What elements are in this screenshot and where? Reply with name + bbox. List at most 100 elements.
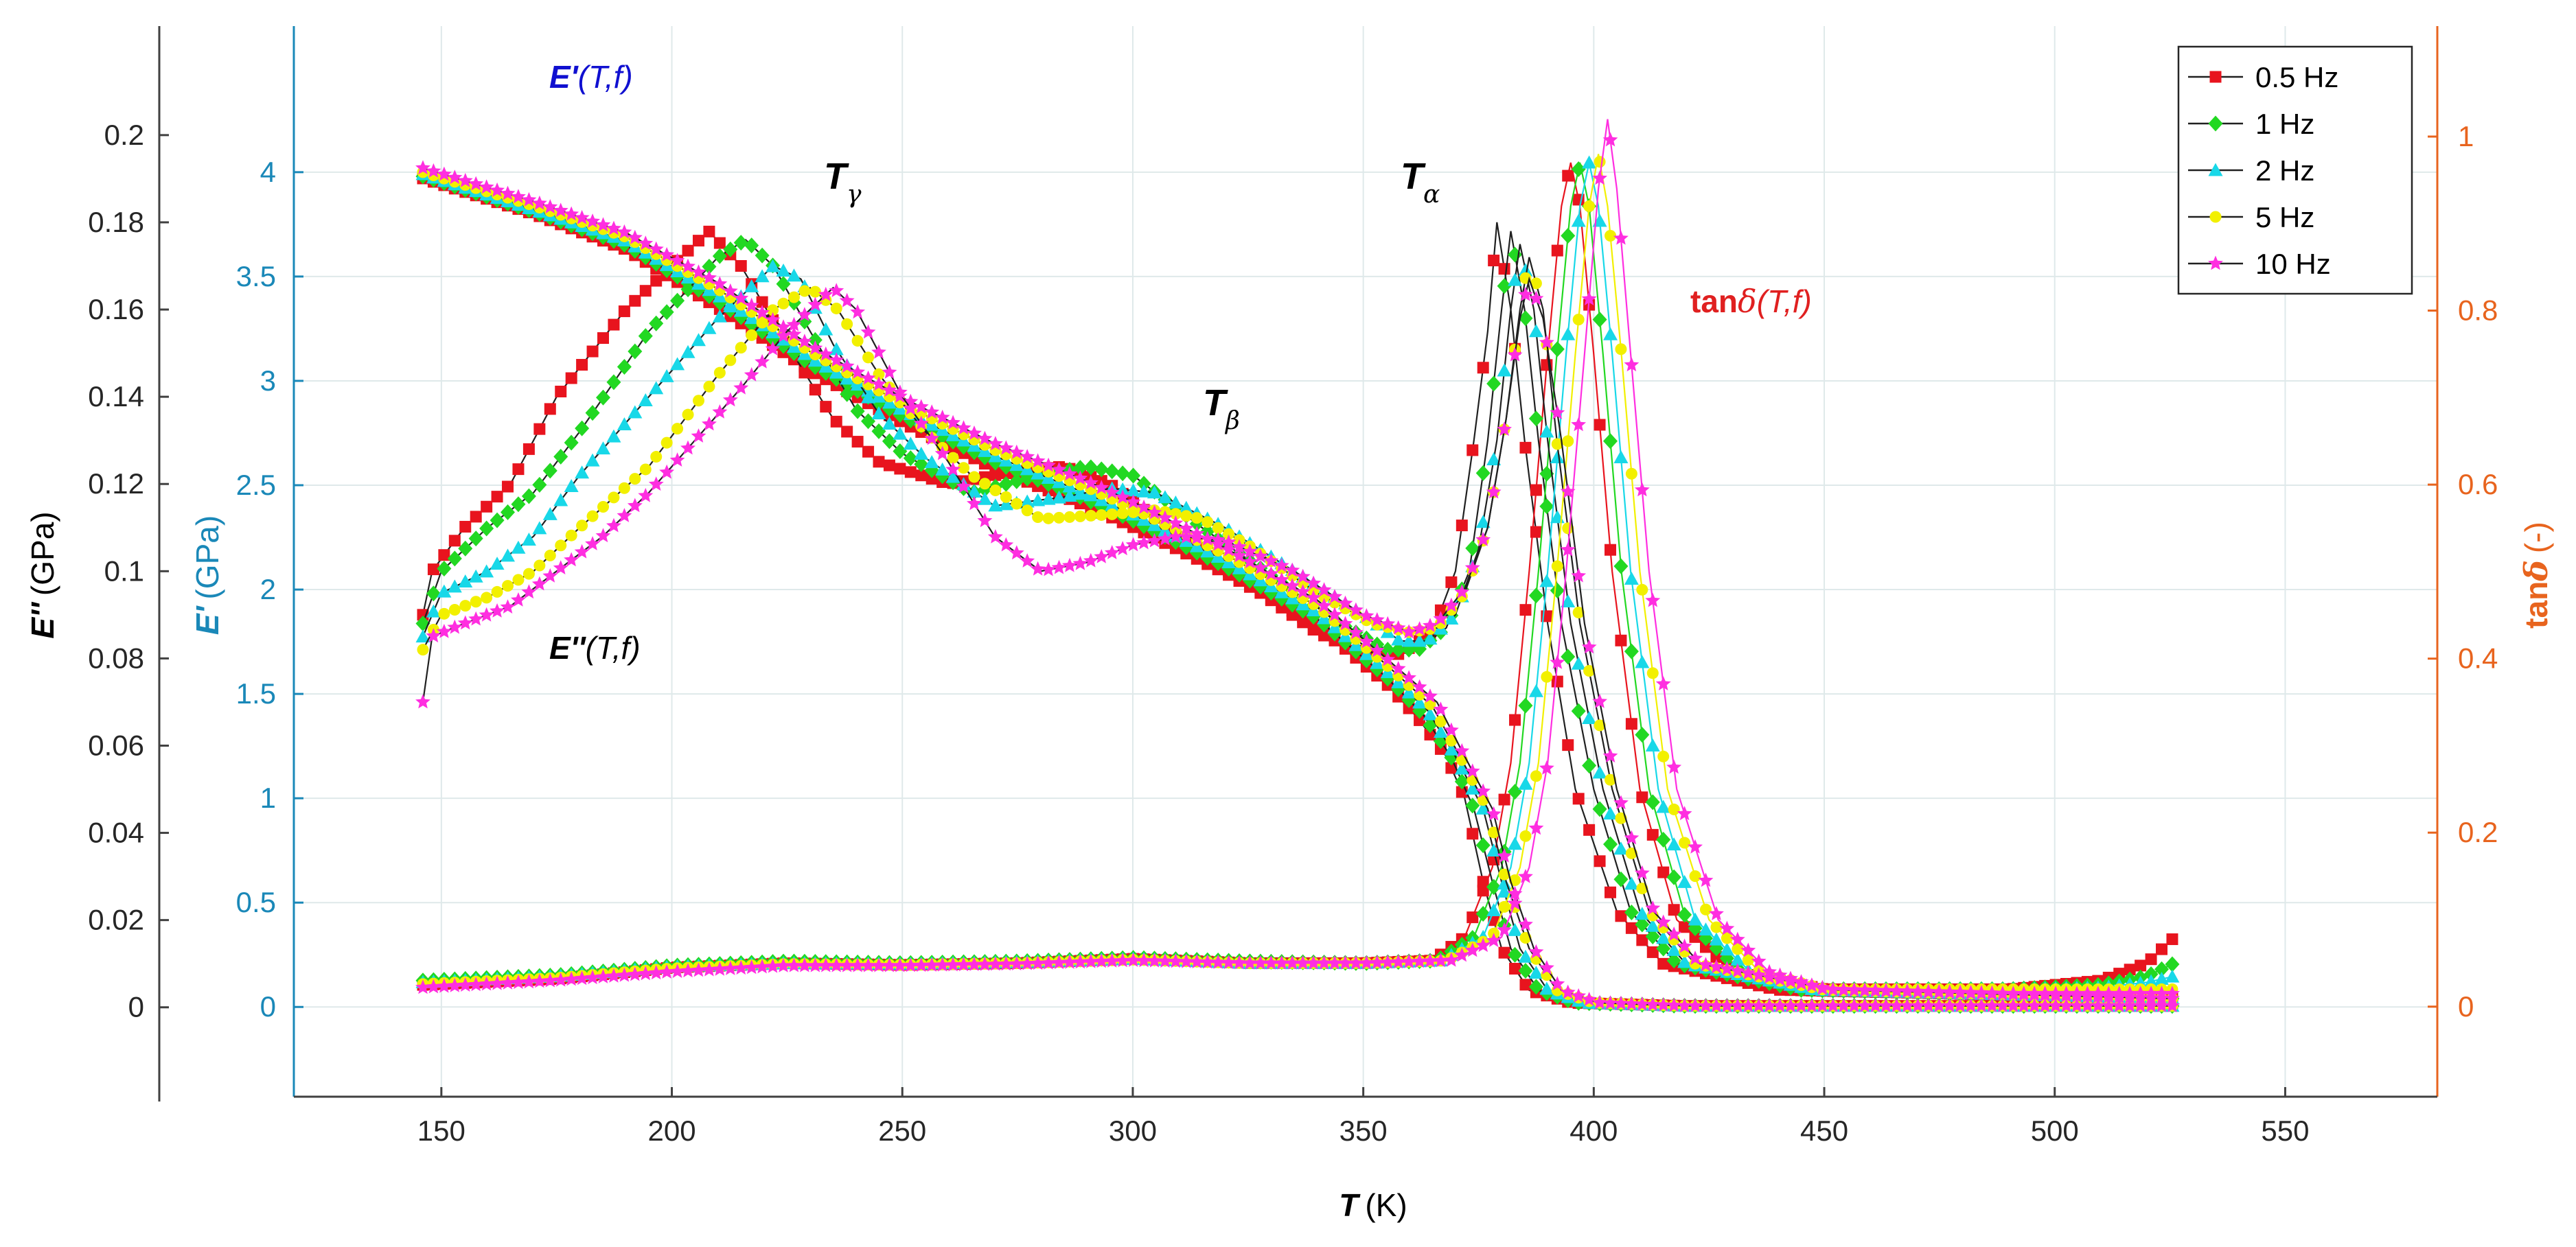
loss-marker (649, 381, 664, 395)
tand-marker (829, 957, 844, 972)
tand-marker (1699, 941, 1712, 953)
loss-marker (1539, 334, 1554, 349)
loss-marker (682, 408, 694, 421)
tand-marker (1528, 587, 1543, 604)
loss-marker (1497, 363, 1512, 377)
tand-marker (1645, 738, 1660, 751)
loss-marker (1719, 961, 1735, 976)
loss-marker (925, 473, 938, 485)
loss-marker (1191, 512, 1203, 524)
loss-marker (712, 248, 727, 264)
loss-marker (1634, 865, 1650, 880)
loss-marker (1518, 263, 1533, 277)
storage-marker (457, 172, 473, 187)
storage-marker (2122, 998, 2138, 1012)
tand-tick-label: 0 (2458, 990, 2474, 1023)
loss-tick-label: 0.2 (104, 119, 144, 151)
tand-marker (1689, 870, 1701, 883)
storage-marker (1507, 885, 1523, 900)
loss-marker (841, 426, 853, 438)
storage-marker (1655, 997, 1671, 1012)
loss-marker (786, 316, 802, 331)
tand-marker (1581, 291, 1597, 305)
loss-marker (1031, 493, 1046, 506)
storage-marker (797, 334, 812, 349)
storage-marker (1984, 998, 2000, 1012)
loss-marker (797, 307, 812, 321)
legend-marker (2209, 71, 2222, 83)
tand-marker (1518, 697, 1533, 714)
loss-marker (1592, 801, 1607, 817)
storage-marker (1401, 685, 1416, 699)
loss-marker (839, 292, 855, 307)
loss-marker (511, 592, 526, 607)
tand-marker (1464, 942, 1480, 957)
tand-marker (945, 957, 961, 972)
loss-marker (818, 286, 833, 301)
loss-marker (691, 333, 706, 347)
tand-marker (1380, 954, 1396, 969)
loss-marker (1009, 473, 1024, 489)
loss-marker (1551, 675, 1563, 688)
storage-marker (1465, 781, 1480, 795)
tand-marker (1475, 937, 1491, 953)
tand-marker (2145, 953, 2157, 966)
loss-marker (861, 390, 876, 404)
loss-marker (522, 443, 535, 455)
loss-marker (987, 529, 1003, 544)
tand-marker (1497, 922, 1512, 937)
loss-tick-label: 0.12 (88, 467, 144, 500)
tand-marker (1199, 954, 1215, 969)
loss-marker (1136, 476, 1151, 492)
storage-marker (1889, 998, 1905, 1012)
loss-marker (669, 452, 685, 467)
loss-marker (873, 456, 885, 468)
plot-area (415, 119, 2180, 1014)
loss-marker (1677, 955, 1692, 968)
loss-marker (1297, 616, 1309, 629)
loss-marker (1636, 934, 1648, 946)
tand-marker (1878, 983, 1894, 997)
loss-marker (426, 604, 441, 618)
loss-marker (597, 501, 610, 513)
tand-marker (1688, 839, 1703, 854)
storage-marker (1210, 536, 1226, 551)
storage-marker (1414, 714, 1426, 726)
tand-marker (1369, 955, 1385, 970)
loss-marker (1147, 533, 1162, 548)
storage-marker (1009, 444, 1024, 459)
tand-tick-label: 0.8 (2458, 294, 2498, 327)
storage-marker (1412, 679, 1427, 694)
tand-marker (1721, 932, 1733, 944)
loss-marker (491, 491, 503, 503)
tand-marker (1772, 967, 1788, 982)
storage-marker (1836, 998, 1852, 1012)
tand-marker (1625, 718, 1637, 730)
tand-marker (1508, 837, 1523, 850)
tand-marker (1498, 793, 1510, 806)
loss-marker (1445, 576, 1458, 588)
loss-marker (1391, 642, 1406, 658)
loss-marker (1168, 528, 1184, 544)
storage-marker (1994, 998, 2010, 1012)
loss-marker (670, 357, 685, 371)
tand-marker (1613, 558, 1629, 574)
loss-marker (659, 304, 674, 321)
tand-tick-label: 1 (2458, 120, 2474, 152)
loss-marker (1072, 555, 1088, 570)
tand-marker (542, 972, 558, 988)
tand-marker (1562, 170, 1574, 182)
tand-marker (1571, 161, 1586, 178)
loss-marker (871, 423, 886, 439)
tand-marker (1635, 655, 1650, 668)
loss-marker (945, 461, 961, 476)
tand-marker (1572, 314, 1585, 326)
loss-marker (862, 351, 875, 364)
tand-marker (1615, 634, 1627, 646)
legend-marker (2208, 115, 2223, 132)
loss-marker (680, 345, 695, 358)
loss-marker (1391, 632, 1406, 646)
storage-marker (1467, 828, 1479, 840)
storage-marker (1519, 979, 1532, 991)
